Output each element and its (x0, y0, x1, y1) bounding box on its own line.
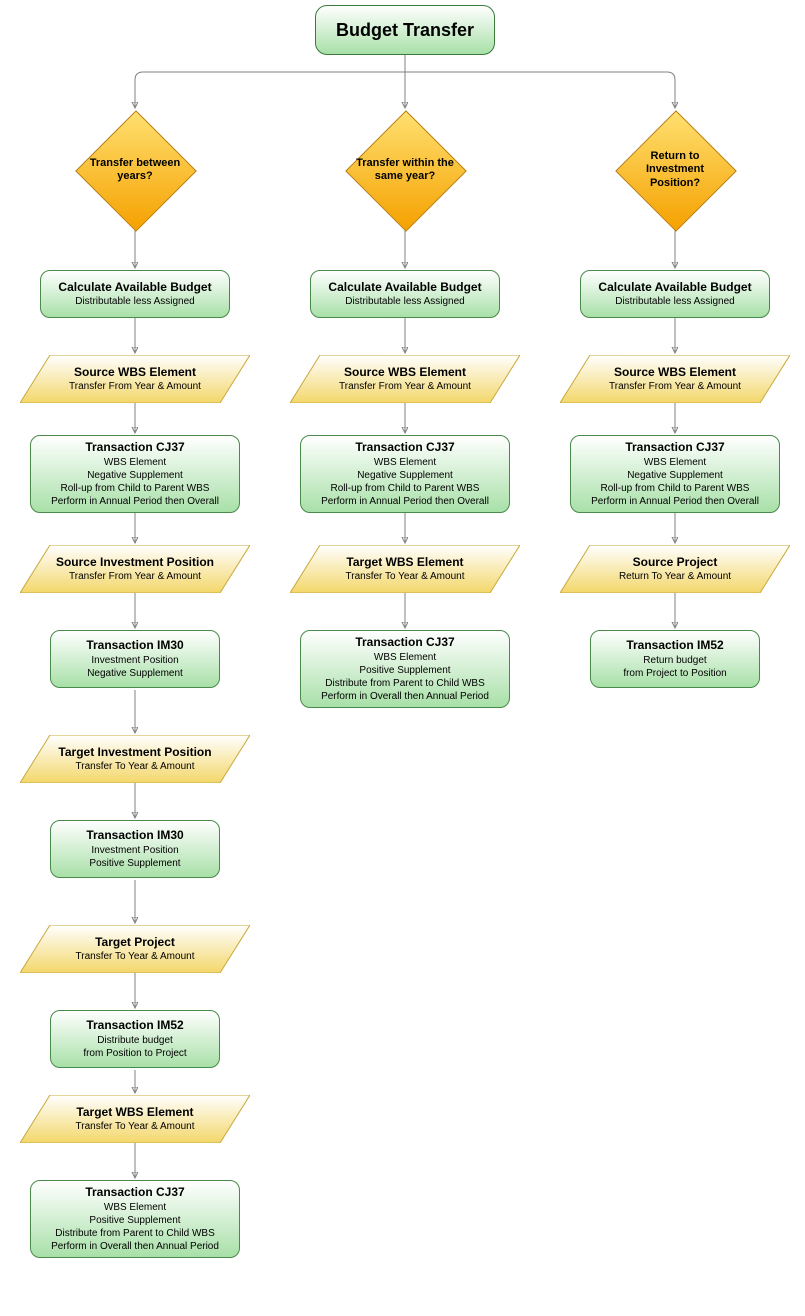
decision-between-years: Transfer between years? (75, 110, 195, 230)
decision-same-year: Transfer within the same year? (345, 110, 465, 230)
c1-cj37b: Transaction CJ37 WBS Element Positive Su… (30, 1180, 240, 1258)
c2-calc: Calculate Available Budget Distributable… (310, 270, 500, 318)
c1-tgt-wbs: Target WBS Element Transfer To Year & Am… (20, 1095, 250, 1143)
title-text: Budget Transfer (336, 20, 474, 41)
c3-src-wbs: Source WBS Element Transfer From Year & … (560, 355, 790, 403)
c1-src-wbs: Source WBS Element Transfer From Year & … (20, 355, 250, 403)
c1-im30a: Transaction IM30 Investment Position Neg… (50, 630, 220, 688)
c1-tgt-proj: Target Project Transfer To Year & Amount (20, 925, 250, 973)
c2-src-wbs: Source WBS Element Transfer From Year & … (290, 355, 520, 403)
c1-im30b: Transaction IM30 Investment Position Pos… (50, 820, 220, 878)
c3-im52: Transaction IM52 Return budget from Proj… (590, 630, 760, 688)
c3-src-proj: Source Project Return To Year & Amount (560, 545, 790, 593)
title-box: Budget Transfer (315, 5, 495, 55)
decision-return-position: Return to Investment Position? (615, 110, 735, 230)
c3-calc: Calculate Available Budget Distributable… (580, 270, 770, 318)
c2-cj37a: Transaction CJ37 WBS Element Negative Su… (300, 435, 510, 513)
c3-cj37a: Transaction CJ37 WBS Element Negative Su… (570, 435, 780, 513)
c2-cj37b: Transaction CJ37 WBS Element Positive Su… (300, 630, 510, 708)
c1-src-inv: Source Investment Position Transfer From… (20, 545, 250, 593)
c1-tgt-inv: Target Investment Position Transfer To Y… (20, 735, 250, 783)
c1-calc: Calculate Available Budget Distributable… (40, 270, 230, 318)
c1-im52: Transaction IM52 Distribute budget from … (50, 1010, 220, 1068)
c1-cj37a: Transaction CJ37 WBS Element Negative Su… (30, 435, 240, 513)
c2-tgt-wbs: Target WBS Element Transfer To Year & Am… (290, 545, 520, 593)
